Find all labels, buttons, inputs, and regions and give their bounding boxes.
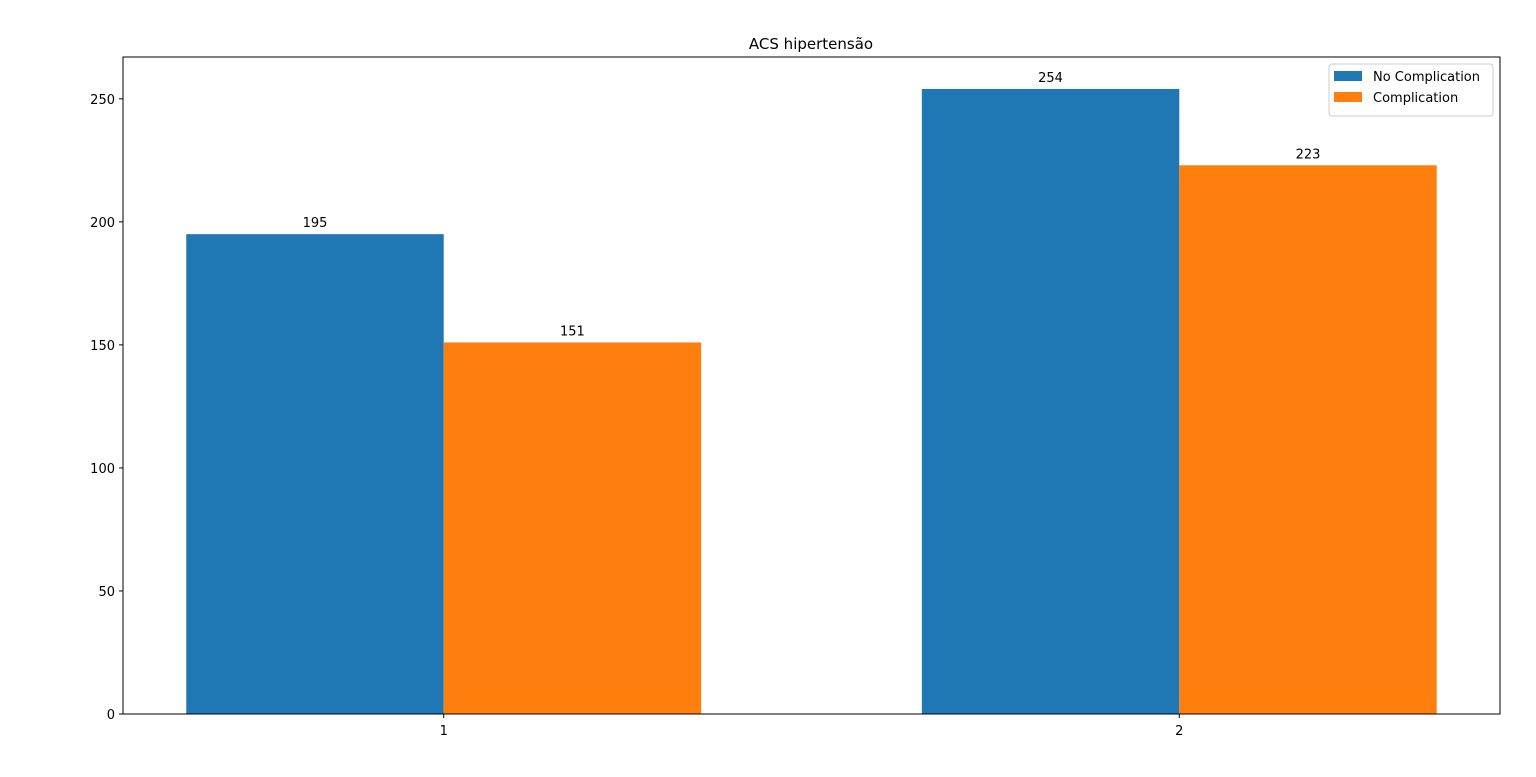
data-label-1-2: 254 (1038, 71, 1063, 86)
bar-1-2 (921, 88, 1180, 714)
x-tick-label: 1 (440, 724, 448, 739)
x-tick-label: 2 (1175, 724, 1183, 739)
chart-title: ACS hipertensão (749, 35, 873, 53)
legend-box (1328, 63, 1494, 117)
legend-label-1: No Complication (1373, 70, 1480, 85)
y-tick-label: 250 (90, 93, 115, 108)
data-label-1-1: 195 (303, 216, 328, 231)
y-tick-label: 0 (107, 708, 115, 723)
bar-1-1 (186, 234, 444, 715)
plot-frame (122, 56, 1501, 715)
data-label-2-2: 223 (1296, 147, 1321, 162)
y-tick-label: 150 (90, 339, 115, 354)
y-tick-label: 100 (90, 462, 115, 477)
y-tick-label: 200 (90, 216, 115, 231)
bar-2-1 (443, 342, 702, 714)
legend-swatch-2 (1334, 92, 1362, 102)
y-tick-label: 50 (98, 585, 115, 600)
legend-swatch-1 (1334, 71, 1362, 81)
data-labels-group: 195 254 151 223 (303, 71, 1321, 339)
bars-group (186, 88, 1437, 715)
data-label-2-1: 151 (560, 324, 585, 339)
legend: No Complication Complication (1328, 63, 1494, 117)
bar-2-2 (1179, 165, 1437, 715)
y-axis: 0 50 100 150 200 250 (90, 93, 123, 723)
legend-label-2: Complication (1373, 91, 1458, 106)
